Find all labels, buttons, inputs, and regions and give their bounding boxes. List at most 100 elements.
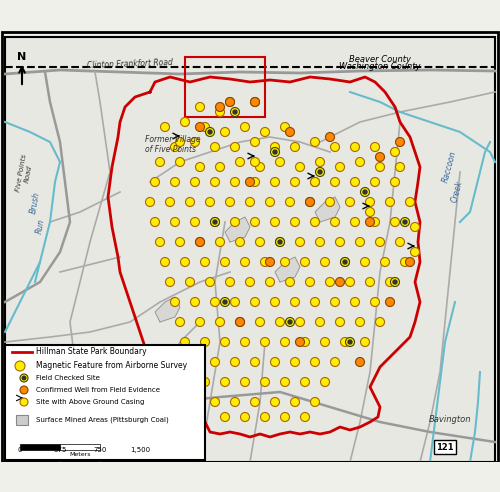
Circle shape: [220, 257, 230, 267]
Circle shape: [200, 377, 209, 387]
Circle shape: [366, 277, 374, 286]
Circle shape: [276, 157, 284, 166]
Text: Bavington: Bavington: [429, 415, 471, 424]
Circle shape: [336, 317, 344, 327]
Circle shape: [360, 338, 370, 346]
Circle shape: [366, 197, 374, 207]
Circle shape: [170, 298, 179, 307]
Circle shape: [270, 217, 280, 226]
Circle shape: [226, 277, 234, 286]
Circle shape: [250, 97, 260, 106]
Circle shape: [266, 197, 274, 207]
Circle shape: [220, 338, 230, 346]
Circle shape: [220, 298, 230, 307]
Circle shape: [230, 143, 239, 152]
Circle shape: [356, 358, 364, 367]
Circle shape: [213, 220, 217, 224]
Circle shape: [250, 217, 260, 226]
Text: Meters: Meters: [69, 452, 91, 457]
Circle shape: [236, 317, 244, 327]
Circle shape: [296, 162, 304, 172]
Circle shape: [290, 398, 300, 406]
Circle shape: [370, 143, 380, 152]
Text: Old Steubenville Pike: Old Steubenville Pike: [74, 428, 156, 442]
Circle shape: [20, 374, 28, 382]
Circle shape: [406, 257, 414, 267]
Circle shape: [236, 157, 244, 166]
Circle shape: [366, 208, 374, 216]
Text: Beaver County: Beaver County: [349, 55, 411, 64]
Circle shape: [170, 143, 179, 152]
Circle shape: [226, 97, 234, 106]
Circle shape: [230, 217, 239, 226]
Circle shape: [300, 412, 310, 422]
Circle shape: [246, 197, 254, 207]
Circle shape: [250, 157, 260, 166]
Circle shape: [190, 178, 200, 186]
Circle shape: [250, 358, 260, 367]
Circle shape: [196, 162, 204, 172]
Circle shape: [210, 217, 220, 226]
Circle shape: [390, 277, 400, 286]
Circle shape: [400, 257, 409, 267]
Circle shape: [343, 260, 347, 264]
Circle shape: [310, 358, 320, 367]
Circle shape: [260, 377, 270, 387]
Circle shape: [346, 197, 354, 207]
Circle shape: [300, 338, 310, 346]
Circle shape: [200, 257, 209, 267]
Circle shape: [320, 257, 330, 267]
Circle shape: [386, 277, 394, 286]
Bar: [185, 57, 265, 117]
Circle shape: [386, 298, 394, 307]
Circle shape: [296, 338, 304, 346]
Circle shape: [340, 257, 349, 267]
Circle shape: [340, 338, 349, 346]
Circle shape: [196, 317, 204, 327]
Circle shape: [396, 137, 404, 147]
Circle shape: [216, 317, 224, 327]
Circle shape: [260, 338, 270, 346]
Circle shape: [270, 298, 280, 307]
Text: Hillman State Park Boundary: Hillman State Park Boundary: [36, 347, 146, 357]
Circle shape: [280, 412, 289, 422]
Circle shape: [236, 238, 244, 246]
Circle shape: [403, 220, 407, 224]
Circle shape: [306, 197, 314, 207]
Circle shape: [370, 298, 380, 307]
Circle shape: [278, 240, 282, 244]
Circle shape: [226, 197, 234, 207]
Circle shape: [220, 377, 230, 387]
Circle shape: [280, 377, 289, 387]
Circle shape: [310, 398, 320, 406]
Circle shape: [160, 257, 170, 267]
Circle shape: [306, 277, 314, 286]
Circle shape: [280, 338, 289, 346]
Circle shape: [210, 178, 220, 186]
Text: Former Village
of Five Points: Former Village of Five Points: [145, 135, 201, 154]
Text: Raccoon: Raccoon: [442, 150, 458, 184]
Circle shape: [296, 238, 304, 246]
Circle shape: [376, 162, 384, 172]
Circle shape: [366, 217, 374, 226]
Circle shape: [180, 118, 190, 126]
Circle shape: [330, 178, 340, 186]
Circle shape: [393, 280, 397, 284]
Text: N: N: [18, 52, 26, 62]
Circle shape: [200, 123, 209, 131]
Circle shape: [350, 217, 360, 226]
Circle shape: [336, 238, 344, 246]
Bar: [60, 444, 100, 450]
Circle shape: [210, 143, 220, 152]
Circle shape: [146, 197, 154, 207]
Circle shape: [230, 107, 239, 117]
Circle shape: [280, 257, 289, 267]
Circle shape: [256, 162, 264, 172]
Circle shape: [233, 110, 237, 114]
Text: Creek: Creek: [450, 180, 464, 204]
Bar: [16, 415, 28, 425]
Text: Clinton Frankfort Road: Clinton Frankfort Road: [87, 58, 173, 70]
Circle shape: [326, 132, 334, 142]
Circle shape: [340, 257, 349, 267]
Text: 0: 0: [18, 447, 22, 453]
